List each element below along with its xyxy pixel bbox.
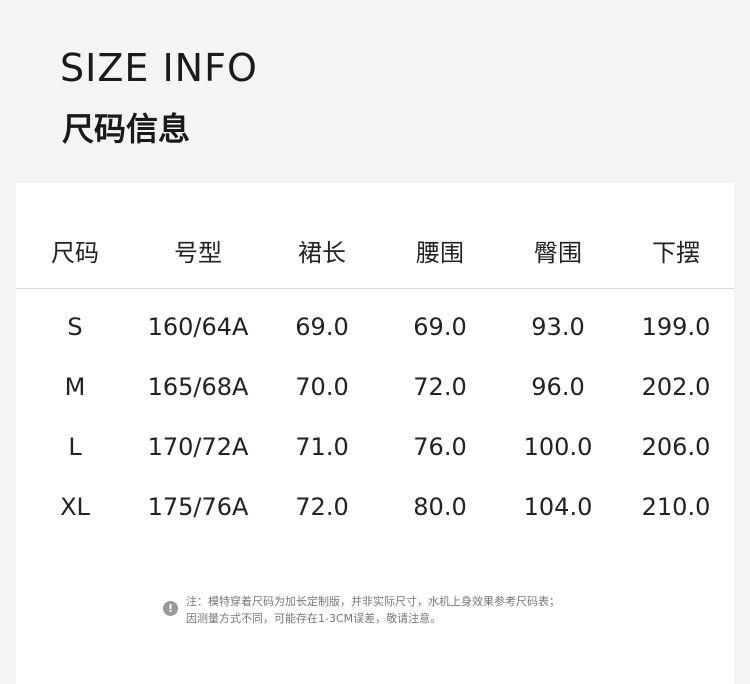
divider bbox=[16, 288, 734, 289]
title-en: SIZE INFO bbox=[60, 46, 258, 90]
exclamation-circle-icon: ! bbox=[163, 601, 178, 616]
table-cell: 100.0 bbox=[523, 433, 593, 461]
table-cell: 170/72A bbox=[147, 433, 249, 461]
title-cn: 尺码信息 bbox=[62, 110, 191, 148]
table-cell: 165/68A bbox=[147, 373, 249, 401]
column-header: 号型 bbox=[174, 239, 222, 267]
table-cell: 69.0 bbox=[413, 313, 467, 341]
column-header: 裙长 bbox=[298, 239, 346, 267]
table-cell: 93.0 bbox=[531, 313, 585, 341]
column-header: 腰围 bbox=[416, 239, 464, 267]
table-cell: L bbox=[68, 433, 82, 461]
table-row: L 170/72A 71.0 76.0 100.0 206.0 bbox=[16, 427, 734, 467]
table-cell: 96.0 bbox=[531, 373, 585, 401]
table-row: M 165/68A 70.0 72.0 96.0 202.0 bbox=[16, 367, 734, 407]
table-cell: 71.0 bbox=[295, 433, 349, 461]
table-cell: 104.0 bbox=[523, 493, 593, 521]
table-cell: 206.0 bbox=[641, 433, 711, 461]
table-cell: 175/76A bbox=[147, 493, 249, 521]
size-note: 注：模特穿着尺码为加长定制版，并非实际尺寸，水机上身效果参考尺码表； 因测量方式… bbox=[186, 595, 560, 625]
table-row: S 160/64A 69.0 69.0 93.0 199.0 bbox=[16, 307, 734, 347]
table-cell: 160/64A bbox=[147, 313, 249, 341]
table-cell: M bbox=[64, 373, 86, 401]
column-header: 臀围 bbox=[534, 239, 582, 267]
table-cell: S bbox=[67, 313, 83, 341]
table-cell: 72.0 bbox=[413, 373, 467, 401]
table-header: 尺码 号型 裙长 腰围 臀围 下摆 bbox=[16, 233, 734, 273]
table-cell: 210.0 bbox=[641, 493, 711, 521]
table-cell: 76.0 bbox=[413, 433, 467, 461]
table-cell: XL bbox=[60, 493, 90, 521]
table-row: XL 175/76A 72.0 80.0 104.0 210.0 bbox=[16, 487, 734, 527]
size-table-card: 尺码 号型 裙长 腰围 臀围 下摆 S 160/64A 69.0 69.0 93.0 199.0 M 1… bbox=[16, 183, 734, 684]
table-cell: 72.0 bbox=[295, 493, 349, 521]
table-cell: 80.0 bbox=[413, 493, 467, 521]
table-cell: 70.0 bbox=[295, 373, 349, 401]
table-cell: 202.0 bbox=[641, 373, 711, 401]
table-cell: 199.0 bbox=[641, 313, 711, 341]
column-header: 下摆 bbox=[652, 239, 700, 267]
table-cell: 69.0 bbox=[295, 313, 349, 341]
column-header: 尺码 bbox=[51, 239, 99, 267]
